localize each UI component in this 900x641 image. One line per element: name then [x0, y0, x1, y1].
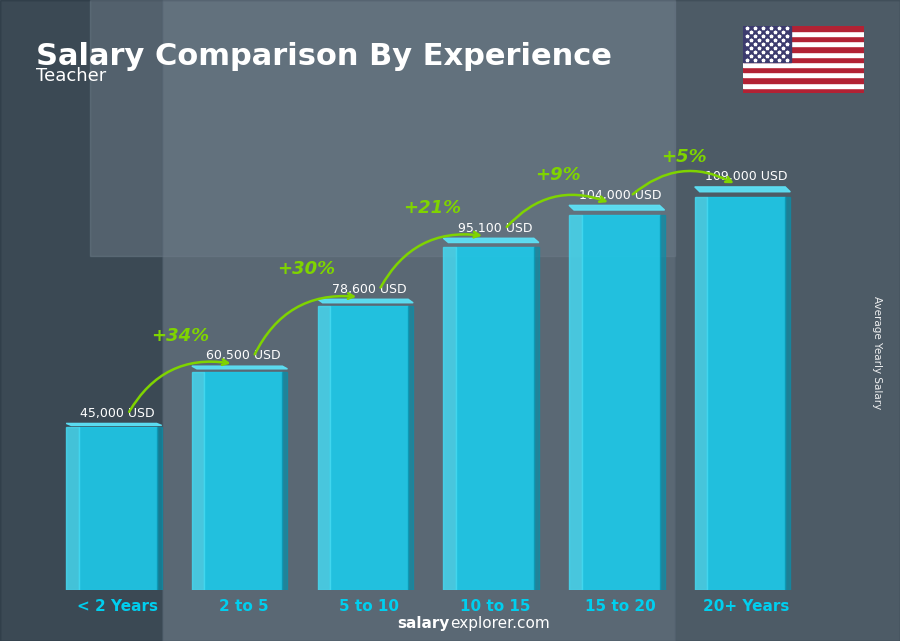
Text: explorer.com: explorer.com — [450, 617, 550, 631]
Bar — [534, 247, 539, 590]
Text: salary: salary — [398, 617, 450, 631]
Text: Salary Comparison By Experience: Salary Comparison By Experience — [36, 42, 612, 71]
Text: +21%: +21% — [403, 199, 461, 217]
Text: 60,500 USD: 60,500 USD — [206, 349, 281, 362]
Bar — [444, 247, 456, 590]
Bar — [786, 197, 790, 590]
Bar — [742, 46, 864, 51]
Bar — [695, 197, 707, 590]
Polygon shape — [569, 205, 664, 210]
Bar — [660, 215, 664, 590]
Bar — [67, 428, 78, 590]
Bar — [742, 72, 864, 78]
Bar — [742, 31, 864, 36]
Bar — [204, 372, 283, 590]
Bar — [330, 306, 408, 590]
Bar — [408, 306, 413, 590]
Bar — [569, 215, 581, 590]
Bar — [318, 306, 330, 590]
Bar — [742, 78, 864, 83]
Text: 78,600 USD: 78,600 USD — [332, 283, 407, 296]
Bar — [456, 247, 534, 590]
Text: Teacher: Teacher — [36, 67, 106, 85]
Polygon shape — [695, 187, 790, 192]
Bar — [742, 83, 864, 88]
Text: Average Yearly Salary: Average Yearly Salary — [872, 296, 883, 409]
Bar — [78, 428, 157, 590]
Polygon shape — [444, 238, 539, 242]
Polygon shape — [318, 299, 413, 303]
Polygon shape — [192, 366, 287, 369]
Bar — [742, 41, 864, 46]
Bar — [90, 0, 675, 256]
Text: +9%: +9% — [535, 167, 581, 185]
Bar — [707, 197, 786, 590]
Bar — [675, 0, 900, 641]
Text: +5%: +5% — [661, 148, 707, 166]
Bar — [742, 88, 864, 93]
Text: +30%: +30% — [277, 260, 336, 278]
Text: +34%: +34% — [151, 327, 210, 345]
Bar — [283, 372, 287, 590]
Bar — [192, 372, 204, 590]
Text: 45,000 USD: 45,000 USD — [80, 407, 155, 420]
Bar — [742, 36, 864, 41]
Bar — [742, 67, 864, 72]
Bar — [742, 26, 864, 31]
Bar — [0, 0, 162, 641]
Bar — [742, 62, 864, 67]
Bar — [742, 51, 864, 56]
Bar — [581, 215, 660, 590]
Text: 95,100 USD: 95,100 USD — [457, 222, 532, 235]
Bar — [157, 428, 162, 590]
Text: 109,000 USD: 109,000 USD — [705, 171, 788, 183]
Text: 104,000 USD: 104,000 USD — [580, 188, 662, 202]
Bar — [742, 56, 864, 62]
Polygon shape — [67, 424, 162, 426]
Bar — [742, 26, 791, 62]
Bar — [162, 0, 675, 641]
